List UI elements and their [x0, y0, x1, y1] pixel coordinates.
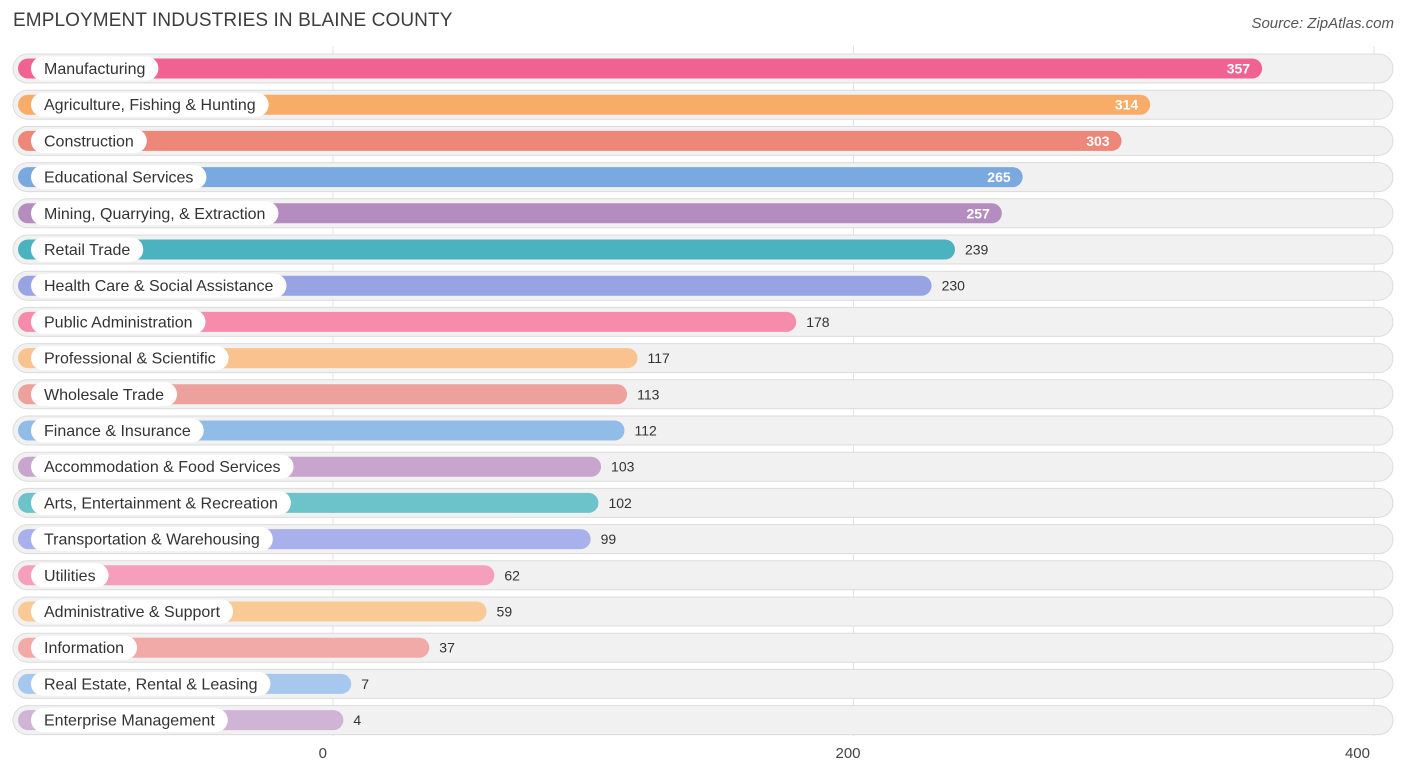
value-label: 37 [439, 640, 455, 656]
bar-track [12, 668, 1394, 699]
category-label: Professional & Scientific [44, 351, 216, 368]
bar-row: Wholesale Trade 113 [12, 379, 1394, 410]
bar [18, 167, 1023, 188]
label-pill [31, 128, 147, 153]
bar-row: Administrative & Support 59 [12, 596, 1394, 627]
bar-row: Agriculture, Fishing & Hunting 314 [12, 89, 1394, 120]
bar [18, 311, 797, 332]
bar-row: Health Care & Social Assistance 230 [12, 270, 1394, 301]
value-label: 59 [497, 604, 513, 620]
category-label: Transportation & Warehousing [44, 532, 260, 549]
x-tick-label: 0 [319, 745, 327, 762]
bar [18, 58, 1263, 79]
value-label: 257 [966, 205, 990, 221]
bar [18, 94, 1151, 115]
value-label: 113 [637, 386, 660, 402]
label-pill [31, 346, 229, 371]
bar-row: Mining, Quarrying, & Extraction 257 [12, 198, 1394, 229]
bar-row: Finance & Insurance 112 [12, 415, 1394, 446]
category-label: Manufacturing [44, 61, 145, 78]
value-label: 7 [361, 676, 369, 692]
bar-row: Arts, Entertainment & Recreation 102 [12, 487, 1394, 518]
value-label: 303 [1086, 133, 1110, 149]
ticks-layer: 0 200 400 [319, 745, 1370, 762]
category-label: Retail Trade [44, 242, 130, 259]
category-label: Wholesale Trade [44, 387, 164, 404]
bar-row: Retail Trade 239 [12, 234, 1394, 265]
value-label: 239 [965, 242, 989, 258]
bar-row: Information 37 [12, 632, 1394, 663]
value-label: 62 [504, 567, 520, 583]
value-label: 99 [601, 531, 617, 547]
chart-title: EMPLOYMENT INDUSTRIES IN BLAINE COUNTY [13, 10, 453, 31]
label-pill [31, 309, 206, 334]
bar-row: Transportation & Warehousing 99 [12, 524, 1394, 555]
value-label: 178 [806, 314, 830, 330]
value-label: 357 [1227, 61, 1251, 77]
category-label: Health Care & Social Assistance [44, 278, 274, 295]
label-pill [31, 599, 234, 624]
bar-row: Professional & Scientific 117 [12, 343, 1394, 374]
category-label: Public Administration [44, 314, 193, 331]
bar-row: Real Estate, Rental & Leasing 7 [12, 668, 1394, 699]
label-pill [31, 490, 291, 515]
category-label: Finance & Insurance [44, 423, 191, 440]
bar-row: Enterprise Management 4 [12, 705, 1394, 736]
label-pill [31, 92, 269, 117]
label-pill [31, 563, 109, 588]
bar [18, 565, 495, 586]
category-label: Mining, Quarrying, & Extraction [44, 206, 265, 223]
rows-layer: Manufacturing 357 Agriculture, Fishing & H… [12, 53, 1394, 736]
category-label: Utilities [44, 568, 96, 585]
label-pill [31, 165, 207, 190]
source-credit: Source: ZipAtlas.com [1251, 15, 1394, 32]
value-label: 4 [353, 712, 361, 728]
label-pill [31, 527, 273, 552]
bar-row: Educational Services 265 [12, 162, 1394, 193]
label-pill [31, 671, 271, 696]
bar-row: Accommodation & Food Services 103 [12, 451, 1394, 482]
bar [18, 130, 1122, 151]
value-label: 230 [942, 278, 966, 294]
x-tick-label: 200 [836, 745, 861, 762]
label-pill [31, 273, 287, 298]
label-pill [31, 635, 138, 660]
category-label: Agriculture, Fishing & Hunting [44, 97, 256, 114]
category-label: Accommodation & Food Services [44, 459, 281, 476]
bar-row: Public Administration 178 [12, 306, 1394, 337]
value-label: 265 [987, 169, 1011, 185]
label-pill [31, 382, 178, 407]
value-label: 314 [1115, 97, 1139, 113]
category-label: Educational Services [44, 170, 193, 187]
bar-row: Utilities 62 [12, 560, 1394, 591]
value-label: 103 [611, 459, 635, 475]
category-label: Information [44, 640, 124, 657]
value-label: 112 [634, 423, 657, 439]
category-label: Real Estate, Rental & Leasing [44, 676, 257, 693]
bar-row: Construction 303 [12, 125, 1394, 156]
x-tick-label: 400 [1345, 745, 1370, 762]
label-pill [31, 454, 294, 479]
label-pill [31, 201, 279, 226]
label-pill [31, 708, 228, 733]
category-label: Arts, Entertainment & Recreation [44, 495, 278, 512]
value-label: 102 [608, 495, 632, 511]
label-pill [31, 56, 159, 81]
bar-row: Manufacturing 357 [12, 53, 1394, 84]
category-label: Administrative & Support [44, 604, 221, 621]
label-pill [31, 418, 204, 443]
value-label: 117 [647, 350, 670, 366]
bar [18, 239, 955, 260]
category-label: Enterprise Management [44, 713, 215, 730]
label-pill [31, 237, 144, 262]
bar-track [12, 705, 1394, 736]
category-label: Construction [44, 133, 134, 150]
